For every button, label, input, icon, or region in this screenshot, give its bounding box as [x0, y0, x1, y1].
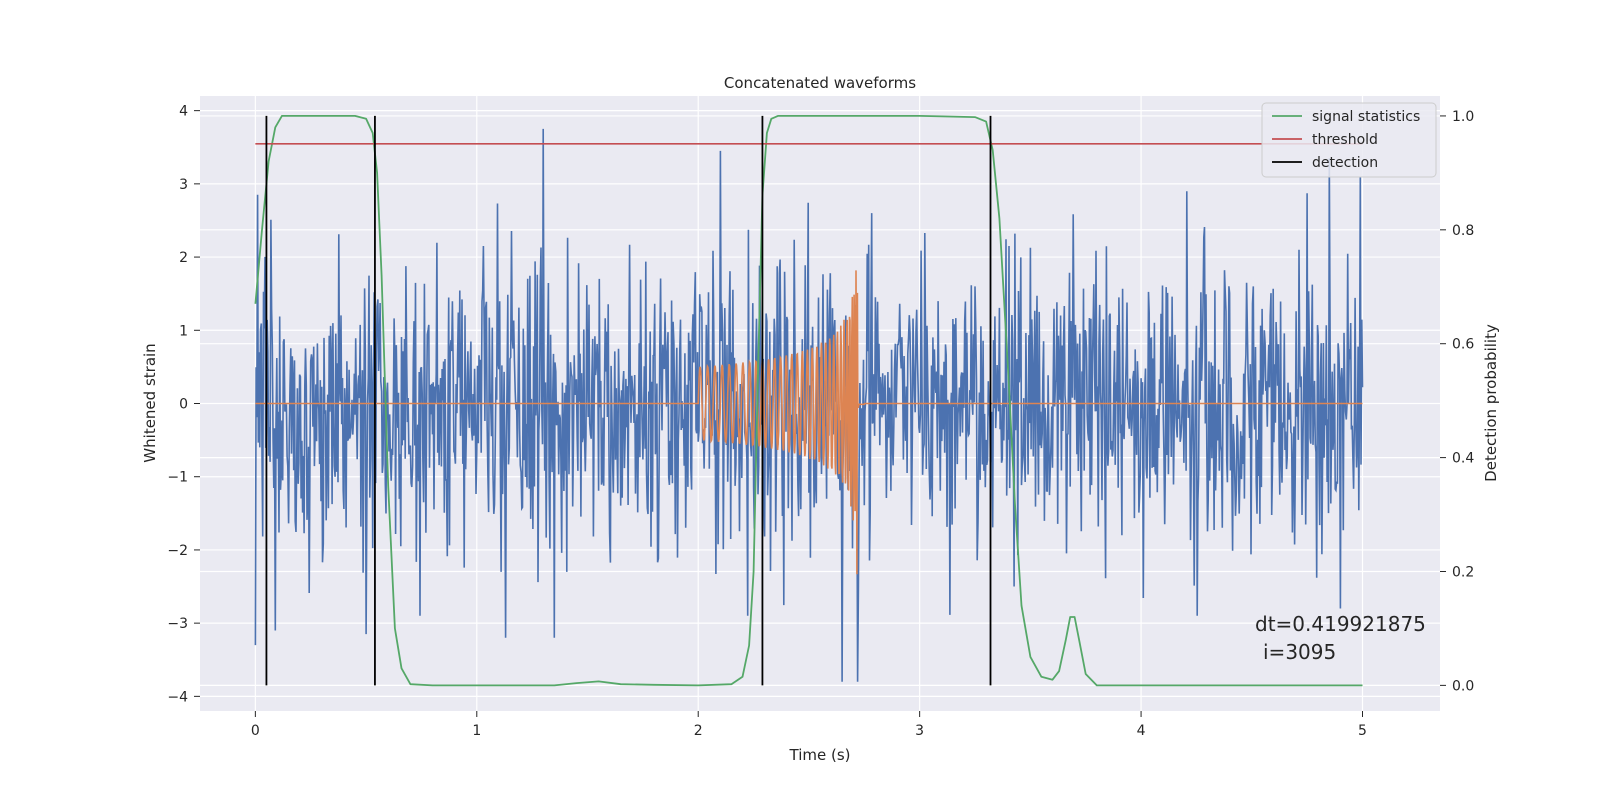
chart-title: Concatenated waveforms — [724, 74, 916, 92]
x-axis-label: Time (s) — [789, 746, 851, 764]
y2-tick-label: 0.8 — [1452, 223, 1474, 239]
legend-label-detection: detection — [1312, 155, 1378, 171]
series-layer — [254, 115, 1364, 687]
annotation-i: i=3095 — [1263, 640, 1336, 664]
legend-label-signal-statistics: signal statistics — [1312, 109, 1420, 125]
legend-box — [1261, 102, 1437, 178]
axes-layer: 0 1 2 3 4 5 −4 −3 −2 −1 0 1 2 3 4 0.0 0.2 0.4 0.6 0.8 1.0 — [167, 104, 1474, 739]
y-tick-label: 1 — [179, 323, 188, 339]
y2-tick-label: 0.4 — [1452, 451, 1474, 467]
x-tick-label: 1 — [472, 723, 481, 739]
y2-axis-label: Detection probability — [1482, 324, 1500, 482]
y-tick-label: −1 — [167, 470, 188, 486]
y2-tick-label: 0.0 — [1452, 678, 1474, 694]
legend-label-threshold: threshold — [1312, 132, 1378, 148]
y2-tick-label: 0.6 — [1452, 337, 1474, 353]
y2-tick-label: 0.2 — [1452, 564, 1474, 580]
annotation-dt: dt=0.419921875 — [1255, 612, 1426, 636]
x-tick-label: 2 — [694, 723, 703, 739]
series-whitened-strain-noise — [254, 128, 1364, 682]
y-tick-label: 2 — [179, 250, 188, 266]
x-tick-label: 3 — [915, 723, 924, 739]
x-tick-label: 5 — [1358, 723, 1367, 739]
y-tick-label: 0 — [179, 397, 188, 413]
y-tick-label: −2 — [167, 543, 188, 559]
legend: signal statistics threshold detection — [1261, 102, 1437, 178]
x-tick-label: 4 — [1137, 723, 1146, 739]
y-axis-label: Whitened strain — [141, 343, 159, 462]
y-tick-label: −3 — [167, 616, 188, 632]
x-tick-label: 0 — [251, 723, 260, 739]
y-tick-label: 4 — [179, 104, 188, 120]
y-tick-label: 3 — [179, 177, 188, 193]
y-tick-label: −4 — [167, 689, 188, 705]
y2-tick-label: 1.0 — [1452, 109, 1474, 125]
series-injected-chirp — [255, 270, 1363, 575]
